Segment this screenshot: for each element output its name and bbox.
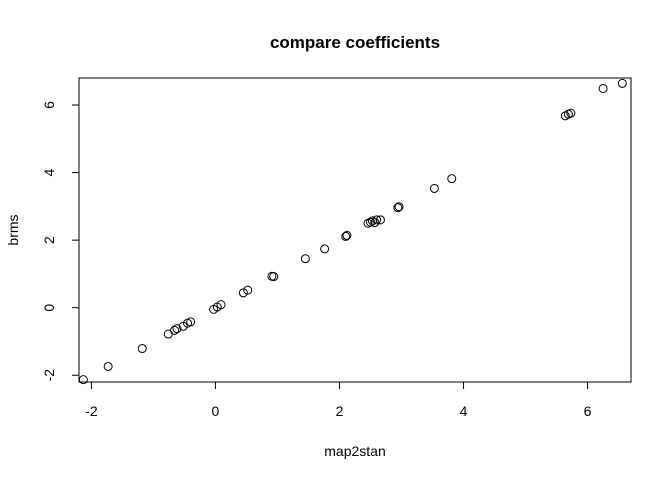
scatter-point [370, 218, 380, 228]
data-points [78, 78, 627, 385]
scatter-point [238, 288, 248, 298]
y-axis: -2 0 2 4 6 [41, 101, 80, 382]
scatter-point [186, 317, 196, 327]
scatter-point [447, 174, 457, 184]
scatter-point [320, 244, 330, 254]
x-tick-label: 6 [584, 403, 592, 419]
y-tick-label: 0 [41, 304, 57, 312]
scatter-point [341, 231, 351, 241]
x-tick-label: 4 [460, 403, 468, 419]
scatter-point [375, 215, 385, 225]
y-axis-label: brms [5, 214, 21, 245]
x-axis: -2 0 2 4 6 [85, 381, 592, 419]
scatter-point [394, 202, 404, 212]
scatter-point [598, 83, 608, 93]
scatter-point [366, 217, 376, 227]
scatter-point [243, 285, 253, 295]
chart-title: compare coefficients [270, 33, 440, 52]
scatter-point [78, 375, 88, 385]
y-tick-label: 2 [41, 236, 57, 244]
scatter-point [137, 344, 147, 354]
y-tick-label: 4 [41, 168, 57, 176]
x-tick-label: 2 [336, 403, 344, 419]
scatter-point [216, 300, 226, 310]
scatter-point [372, 215, 382, 225]
y-tick-label: -2 [41, 369, 57, 382]
plot-frame [78, 77, 632, 383]
scatter-point [617, 78, 627, 88]
x-tick-label: -2 [85, 403, 98, 419]
scatter-point [269, 272, 279, 282]
x-axis-label: map2stan [324, 443, 385, 459]
y-tick-label: 6 [41, 101, 57, 109]
scatter-point [393, 203, 403, 213]
x-tick-label: 0 [212, 403, 220, 419]
scatter-point [103, 361, 113, 371]
scatter-point [429, 183, 439, 193]
scatter-point [172, 324, 182, 334]
scatter-point [170, 325, 180, 335]
scatter-point [566, 108, 576, 118]
scatter-point [300, 254, 310, 264]
scatter-point [342, 230, 352, 240]
